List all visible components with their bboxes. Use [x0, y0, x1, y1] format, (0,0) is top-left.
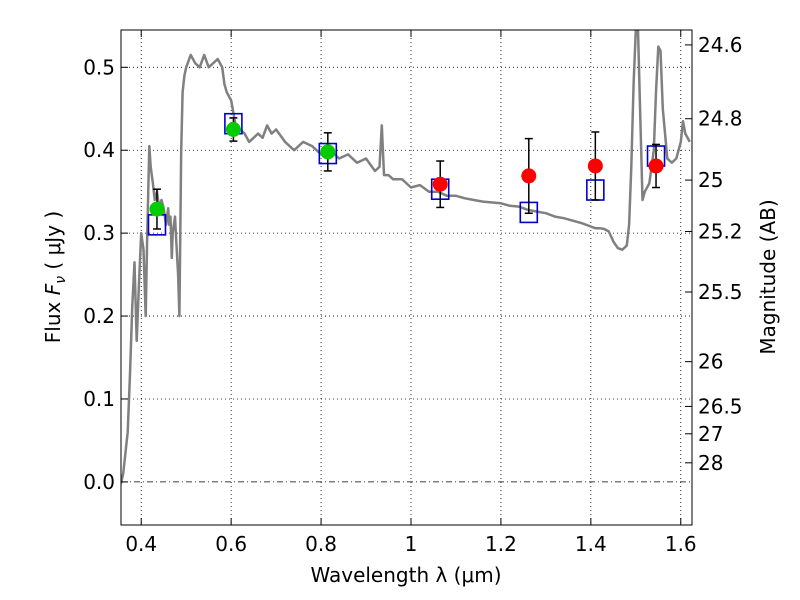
x-tick-label: 0.6: [215, 532, 247, 556]
x-tick-label: 1.4: [575, 532, 607, 556]
y-tick-label: 0.5: [83, 55, 115, 79]
y2-tick-label: 26: [698, 350, 723, 374]
x-tick-label: 1: [405, 532, 418, 556]
y-axis-label: Flux Fν ( μJy ): [41, 211, 69, 343]
y-tick-label: 0.0: [83, 470, 115, 494]
y2-tick-label: 26.5: [698, 394, 743, 418]
x-tick-label: 0.8: [305, 532, 337, 556]
plot-frame: [120, 29, 693, 526]
y2-tick-label: 24.6: [698, 33, 743, 57]
y2-tick-label: 27: [698, 422, 723, 446]
y-tick-label: 0.1: [83, 387, 115, 411]
x-axis-label: Wavelength λ (μm): [310, 563, 501, 587]
x-tick-label: 1.2: [485, 532, 517, 556]
y2-tick-label: 25.5: [698, 280, 743, 304]
observed-flux-point: [320, 144, 336, 160]
plot-background: [121, 30, 692, 525]
y-tick-label: 0.4: [83, 138, 115, 162]
y-tick-label: 0.3: [83, 221, 115, 245]
x-tick-label: 0.4: [125, 532, 157, 556]
y2-tick-label: 25.2: [698, 219, 743, 243]
observed-flux-point: [648, 158, 664, 174]
y2-axis-label: Magnitude (AB): [756, 199, 780, 354]
y-tick-label: 0.2: [83, 304, 115, 328]
y2-tick-label: 25: [698, 168, 723, 192]
observed-flux-point: [521, 168, 537, 184]
observed-flux-point: [587, 158, 603, 174]
observed-flux-point: [225, 121, 241, 137]
y-axis-ticks: 0.0 0.1 0.2 0.3 0.4 0.5: [83, 55, 128, 494]
x-axis-ticks: 0.4 0.6 0.8 1 1.2 1.4 1.6: [125, 30, 697, 556]
observed-flux-point: [149, 201, 165, 217]
y2-tick-label: 24.8: [698, 107, 743, 131]
x-tick-label: 1.6: [665, 532, 697, 556]
y2-tick-label: 28: [698, 451, 723, 475]
grid-lines: [121, 30, 692, 525]
observed-flux-point: [432, 176, 448, 192]
y2-axis-ticks: 24.6 24.8 25 25.2 25.5 26 26.5 27 28: [685, 33, 743, 475]
